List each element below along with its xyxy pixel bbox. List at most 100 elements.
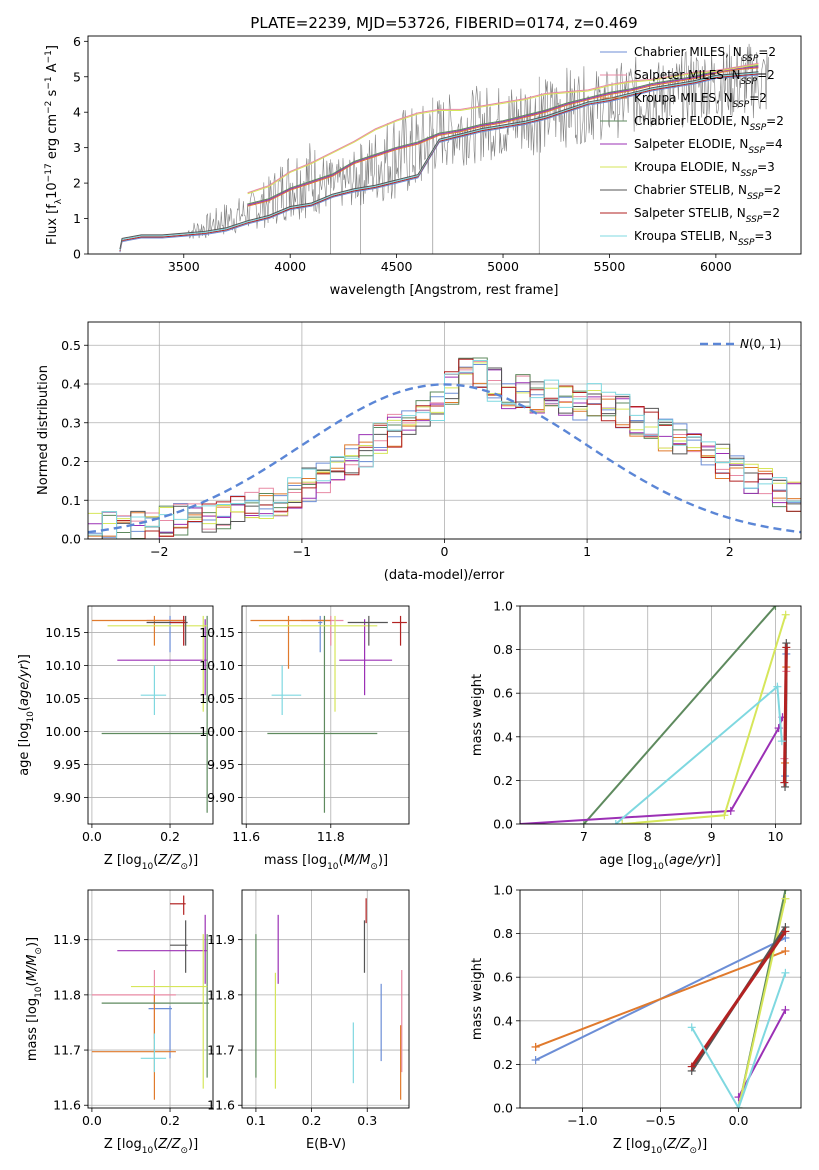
label-part: SSP [747,192,764,202]
axes-frame [87,605,214,825]
y-tick-label: 0.2 [493,1057,513,1072]
y-tick-label: 5 [73,69,81,84]
label-part: SSP [742,54,759,64]
label-part: Flux [f [45,204,60,245]
y-tick-label: 11.6 [53,1098,81,1113]
model-spectrum-kroupa-elodie [247,63,759,195]
y-tick-label: 11.9 [53,932,81,947]
y-tick-label: 10.15 [199,625,235,640]
y-axis-label: mass weight [470,958,485,1040]
y-tick-label: 0.1 [61,493,81,508]
weight-line-salpeter-elodie [520,716,784,824]
axes-mass-vs-ebv: 0.1 0.2 0.3 11.6 11.7 11.8 11.9 [207,889,410,1128]
y-axis-label: Normed distribution [36,365,51,495]
y-tick-label: 0.8 [493,642,513,657]
y-tick-label: 0.6 [493,686,513,701]
axes-weight-vs-age: 7 8 9 10 0.0 0.2 0.4 0.6 0.8 1.0 [493,599,802,844]
label-part: Kroupa STELIB, N [634,229,738,243]
label-part: ⊙ [689,1146,697,1156]
axes-frame [87,35,802,255]
x-tick-label: 0.0 [82,829,102,844]
label-part: Salpeter ELODIE, N [634,137,748,151]
label-part: −1 [44,50,54,63]
label-part: Z/Z [157,1137,181,1152]
axes-frame [519,605,802,825]
x-tick-label: 11.8 [317,829,345,844]
label-part: 10 [45,182,60,199]
label-part: )] [17,654,32,664]
y-tick-label: 0.4 [61,377,81,392]
label-part: Z/Z [157,853,181,868]
axes-mass-vs-Z: 0.0 0.2 11.6 11.7 11.8 11.9 [53,889,214,1128]
residual-histogram-chabrier-elodie [88,357,801,539]
label-part: M/M [344,853,371,868]
y-tick-label: 0.0 [493,817,513,832]
label-part: SSP [746,215,763,225]
label-part: s [45,89,60,100]
label-part: SSP [741,169,758,179]
weight-line-kroupa-elodie [737,898,787,1108]
label-part: 10 [142,862,154,872]
weight-line-kroupa-miles [535,950,786,1048]
weight-line-chabrier-elodie [583,606,777,824]
plot-area [250,615,407,813]
label-part: age/yr [669,853,712,868]
y-tick-label: 3 [73,140,81,155]
label-part: ( [662,1137,667,1152]
label-part: (0, 1) [749,337,781,351]
label-part: Salpeter STELIB, N [634,206,746,220]
weight-line-salpeter-elodie [737,1009,787,1098]
label-part: ⊙ [34,947,44,955]
x-tick-label: 6000 [700,259,732,274]
label-part: =2 [758,45,776,59]
residual-histogram-kroupa-elodie [88,362,801,539]
plot-area [531,890,790,1108]
y-tick-label: 0.8 [493,926,513,941]
residual-histogram-salpeter-stelib [88,358,801,539]
residual-histogram-chabrier-miles [88,364,801,538]
y-tick-label: 9.95 [53,757,81,772]
x-tick-label: 5500 [594,259,626,274]
label-part: =2 [764,183,782,197]
model-spectrum-salpeter-miles [247,62,759,194]
label-part: 10 [652,862,664,872]
legend-entry: Kroupa ELODIE, NSSP=3 [634,160,775,179]
label-part: =2 [749,91,767,105]
y-axis-label: mass [log10(M/M⊙)] [25,937,44,1061]
model-spectrum-chabrier-stelib [119,71,759,250]
y-tick-label: 1.0 [493,599,513,614]
model-spectrum-salpeter-elodie [247,66,759,206]
y-tick-label: 11.8 [207,987,235,1002]
model-spectrum-kroupa-stelib [119,72,759,251]
label-part: age [log [17,723,32,776]
label-part: 10 [651,1146,663,1156]
weight-line-kroupa-stelib [690,972,787,1108]
label-part: Z [log [104,853,142,868]
axes-frame [241,605,410,825]
x-axis-label: mass [log10(M/M⊙)] [264,853,388,872]
legend-entry: Salpeter STELIB, NSSP=2 [634,206,780,225]
label-part: =3 [754,229,772,243]
model-spectrum-kroupa-miles [247,67,759,207]
y-tick-label: 10.15 [45,625,81,640]
y-tick-label: 10.10 [45,658,81,673]
y-tick-label: 2 [73,176,81,191]
x-tick-label: −0.5 [645,1113,675,1128]
label-part: SSP [750,123,767,133]
label-part: SSP [748,146,765,156]
legend-entry: Kroupa STELIB, NSSP=3 [634,229,772,248]
y-tick-label: 1.0 [493,883,513,898]
y-axis-label: Flux [fλ10−17 erg cm−2 s−1 A−1] [44,45,64,245]
label-part: Chabrier MILES, N [634,45,742,59]
label-part: age [log [599,853,652,868]
label-part: 10 [34,986,44,998]
y-tick-label: 10.10 [199,658,235,673]
x-axis-label: Z [log10(Z/Z⊙)] [104,853,198,872]
label-part: 10 [26,711,36,723]
plot-area [520,606,791,824]
y-tick-label: 6 [73,34,81,49]
legend-entry: Chabrier MILES, NSSP=2 [634,45,776,64]
axes-residuals: −2 −1 0 1 2 0.0 0.1 0.2 0.3 0.4 0.5 [61,321,802,559]
label-part: Z [log [613,1137,651,1152]
